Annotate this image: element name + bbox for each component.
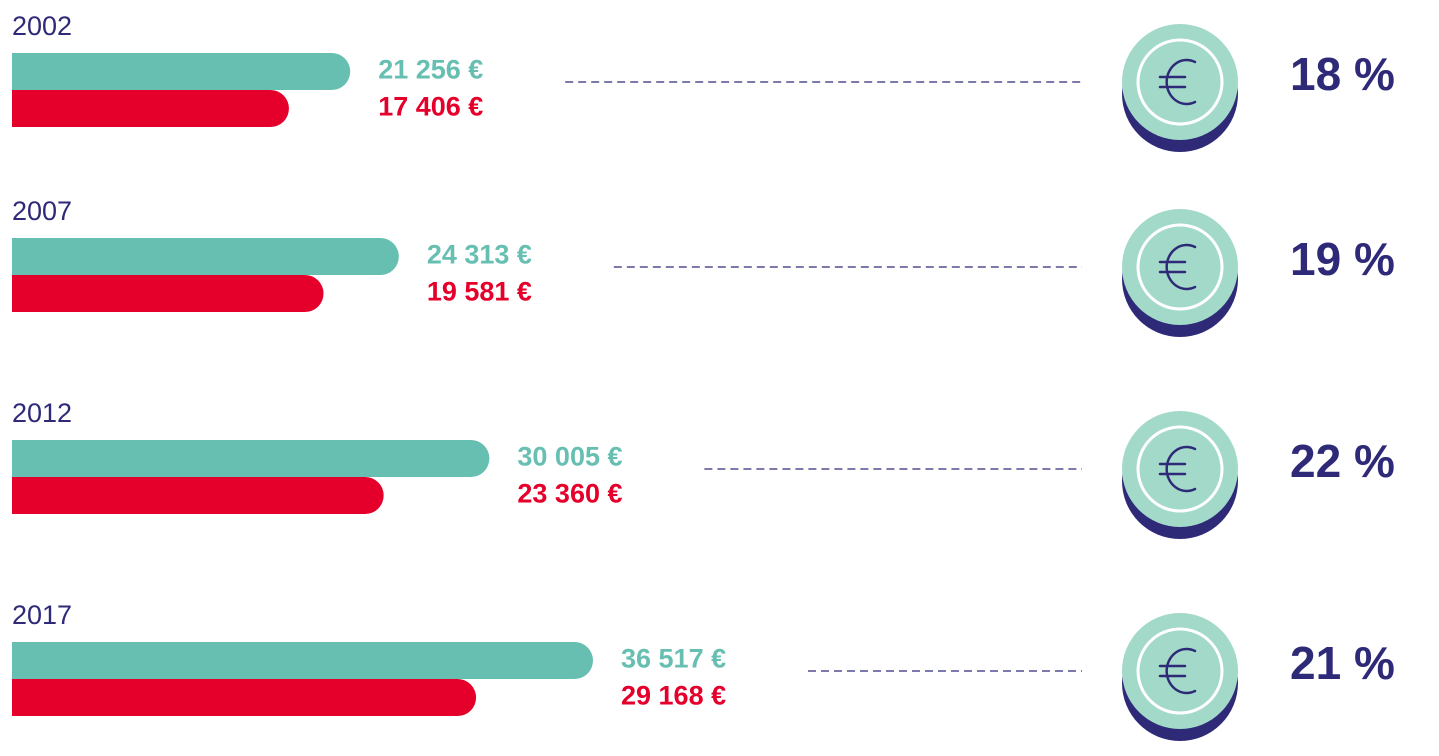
value-label: 30 005 € xyxy=(517,442,622,472)
bar xyxy=(12,238,399,275)
coin-icon xyxy=(1122,24,1238,152)
year-label: 2012 xyxy=(12,398,72,428)
euro-symbol xyxy=(1158,445,1197,493)
value-label: 17 406 € xyxy=(378,92,483,122)
bar xyxy=(12,440,490,477)
year-label: 2017 xyxy=(12,600,72,630)
share-label: 19 % xyxy=(1290,233,1395,285)
coin-icon xyxy=(1122,411,1238,539)
coin-ring xyxy=(1136,627,1224,715)
value-label: 21 256 € xyxy=(378,55,483,85)
euro-symbol xyxy=(1158,243,1197,291)
euro-symbol xyxy=(1158,58,1197,106)
coin-ring xyxy=(1136,223,1224,311)
share-label: 21 % xyxy=(1290,637,1395,689)
value-label: 23 360 € xyxy=(517,479,622,509)
value-label: 24 313 € xyxy=(427,240,532,270)
value-label: 29 168 € xyxy=(621,681,726,711)
euro-symbol xyxy=(1158,647,1197,695)
coin-icon xyxy=(1122,209,1238,337)
value-label: 19 581 € xyxy=(427,277,532,307)
bar xyxy=(12,642,593,679)
bar xyxy=(12,275,324,312)
value-label: 36 517 € xyxy=(621,644,726,674)
year-label: 2002 xyxy=(12,11,72,41)
bar xyxy=(12,53,351,90)
share-label: 22 % xyxy=(1290,435,1395,487)
share-label: 18 % xyxy=(1290,48,1395,100)
coin-ring xyxy=(1136,425,1224,513)
year-label: 2007 xyxy=(12,196,72,226)
bar xyxy=(12,477,384,514)
coin-icon xyxy=(1122,613,1238,741)
bar xyxy=(12,679,477,716)
bar xyxy=(12,90,289,127)
coin-ring xyxy=(1136,38,1224,126)
